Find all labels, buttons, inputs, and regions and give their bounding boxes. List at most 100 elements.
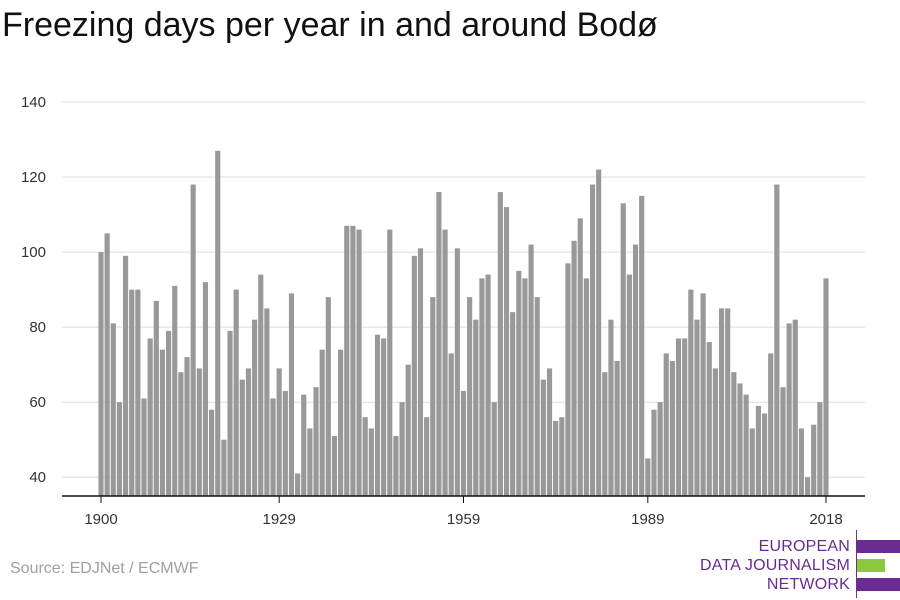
bar-1916 [196, 368, 202, 496]
source-note: Source: EDJNet / ECMWF [10, 560, 199, 577]
y-tick-label: 120 [21, 169, 46, 186]
bar-1922 [233, 289, 239, 496]
chart-title: Freezing days per year in and around Bod… [2, 6, 658, 44]
bar-1919 [215, 150, 221, 496]
bar-1942 [356, 229, 362, 496]
bar-1980 [589, 184, 596, 497]
bar-1952 [417, 248, 424, 496]
bar-1953 [424, 417, 430, 496]
y-tick-label: 140 [21, 94, 46, 111]
x-tick-label: 1900 [84, 511, 117, 528]
bar-1984 [614, 360, 620, 496]
bar-1973 [546, 368, 553, 496]
bar-1990 [651, 409, 657, 496]
bar-1927 [264, 308, 270, 496]
y-axis: 40 60 80 100 120 140 [21, 94, 46, 486]
bar-1978 [577, 218, 583, 496]
bar-1939 [338, 349, 344, 496]
bar-1943 [362, 417, 368, 496]
bar-1908 [147, 338, 153, 496]
bar-1923 [239, 379, 245, 496]
bar-1971 [534, 297, 540, 496]
bar-1977 [571, 240, 577, 496]
bar-1968 [516, 270, 522, 496]
bar-2001 [718, 308, 725, 496]
bar-1949 [399, 402, 405, 496]
bar-1937 [325, 297, 331, 496]
bar-1966 [503, 207, 510, 496]
bar-1945 [374, 334, 381, 496]
logo-bar-purple-top [857, 540, 900, 553]
bar-1947 [387, 229, 393, 496]
bar-1938 [331, 435, 338, 496]
bar-1940 [344, 225, 350, 496]
bar-2013 [792, 319, 798, 496]
bar-1941 [350, 225, 356, 496]
x-axis: 1900 1929 1959 1989 2018 [84, 496, 843, 528]
bar-1972 [540, 379, 546, 496]
bar-1914 [184, 357, 190, 496]
bar-1903 [116, 402, 123, 496]
bar-1931 [288, 293, 295, 496]
bar-2017 [817, 402, 823, 496]
y-tick-label: 80 [29, 319, 46, 336]
y-tick-label: 60 [29, 394, 46, 411]
y-tick-label: 40 [29, 469, 46, 486]
bar-2011 [780, 387, 786, 496]
bar-1995 [682, 338, 688, 496]
bar-1994 [675, 338, 682, 496]
bar-1900 [98, 252, 104, 496]
x-tick-label: 1929 [262, 511, 295, 528]
bar-1981 [596, 169, 602, 497]
bar-1935 [313, 387, 319, 496]
bar-1967 [510, 312, 516, 496]
bar-1933 [301, 394, 307, 496]
bar-1970 [528, 244, 534, 496]
x-tick-label: 1989 [631, 511, 664, 528]
bar-1905 [129, 289, 135, 496]
bar-1904 [123, 255, 129, 496]
bar-1986 [626, 274, 632, 496]
bars [98, 150, 829, 497]
bar-1983 [608, 319, 614, 496]
bar-2006 [749, 428, 755, 496]
y-tick-label: 100 [21, 244, 46, 261]
bar-2018 [823, 278, 829, 496]
logo-text-line-3: NETWORK [766, 576, 850, 593]
bar-1958 [454, 248, 460, 496]
bar-1951 [411, 255, 417, 496]
bar-2000 [712, 368, 718, 496]
bar-1976 [565, 263, 571, 496]
bar-1948 [393, 435, 399, 496]
bar-1921 [227, 330, 233, 496]
x-tick-label: 2018 [809, 511, 842, 528]
logo-bar-green [857, 559, 885, 572]
logo-text-line-2: DATA JOURNALISM [700, 557, 850, 574]
bar-1913 [178, 372, 184, 496]
bar-1901 [104, 233, 110, 496]
bar-1930 [282, 390, 288, 496]
bar-1993 [669, 360, 675, 496]
bar-2003 [731, 372, 737, 496]
bar-1957 [448, 353, 454, 496]
bar-1902 [110, 323, 116, 496]
bar-2014 [798, 428, 804, 496]
bar-1955 [436, 192, 442, 496]
bar-1974 [553, 420, 559, 496]
bar-2010 [774, 184, 780, 497]
bar-1915 [190, 184, 196, 497]
bar-1946 [381, 338, 387, 496]
bar-1996 [688, 289, 694, 496]
bar-1925 [252, 319, 258, 496]
bar-2009 [768, 353, 774, 496]
bar-2016 [811, 424, 817, 496]
bar-2005 [743, 394, 749, 496]
bar-1909 [153, 300, 159, 496]
logo-bar-purple-bottom [857, 578, 900, 591]
edjnet-logo[interactable]: EUROPEAN DATA JOURNALISM NETWORK [700, 528, 900, 600]
bar-1988 [639, 195, 645, 496]
bar-1998 [700, 293, 706, 496]
bar-1962 [479, 278, 485, 496]
bar-1961 [473, 319, 479, 496]
bar-1960 [467, 297, 473, 496]
